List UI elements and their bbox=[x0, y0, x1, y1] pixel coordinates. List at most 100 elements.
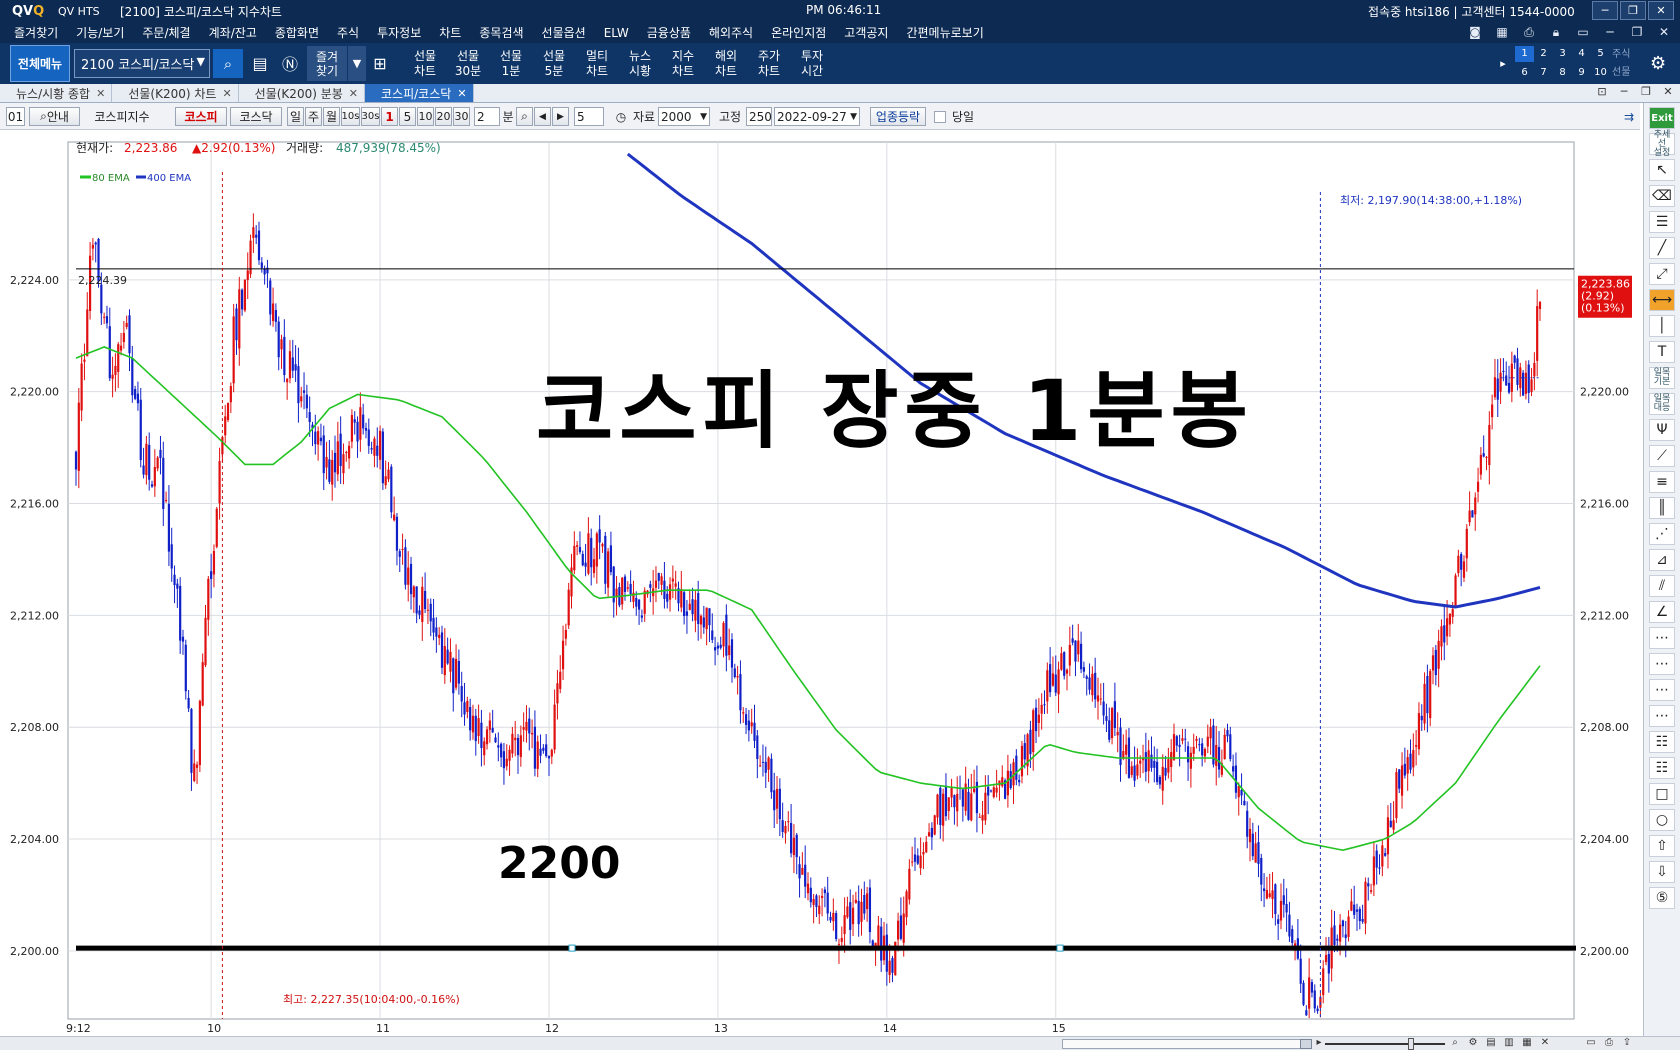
rectangle-icon[interactable]: □ bbox=[1649, 783, 1675, 805]
zoom-knob[interactable] bbox=[1408, 1038, 1414, 1050]
channel-icon[interactable]: ☷ bbox=[1649, 757, 1675, 779]
gear-icon[interactable]: ⚙ bbox=[1650, 53, 1667, 74]
tab-pin-icon[interactable]: ⊡ bbox=[1597, 85, 1607, 98]
angle-icon[interactable]: ∠ bbox=[1649, 601, 1675, 623]
document-icon[interactable]: ▤ bbox=[252, 53, 268, 73]
sub-minimize-icon[interactable]: ─ bbox=[1606, 25, 1614, 39]
period-30min[interactable]: 30 bbox=[453, 107, 470, 126]
custom-period-input[interactable]: 2 bbox=[474, 107, 500, 126]
count-input[interactable]: 5 bbox=[574, 107, 604, 126]
regression-icon[interactable]: ☷ bbox=[1649, 731, 1675, 753]
quick-futures-30min[interactable]: 선물 30분 bbox=[454, 48, 482, 78]
screen-number-10[interactable]: 10 bbox=[1594, 67, 1607, 78]
horizontal-line-icon[interactable]: ⟷ bbox=[1649, 289, 1675, 311]
cycle-d-icon[interactable]: ⋯ bbox=[1649, 679, 1675, 701]
extended-line-icon[interactable]: ⤢ bbox=[1649, 263, 1675, 285]
arrow-down-icon[interactable]: ⇩ bbox=[1649, 861, 1675, 883]
minimize-button[interactable]: ─ bbox=[1592, 1, 1618, 20]
compare-icon[interactable]: ▦ bbox=[1522, 1037, 1532, 1048]
cycle-icon[interactable]: ⋯ bbox=[1649, 627, 1675, 649]
print-icon[interactable]: ⎙ bbox=[1605, 1037, 1613, 1048]
period-compare-icon[interactable]: 일목 대등 bbox=[1649, 393, 1675, 415]
screen-number-3[interactable]: 3 bbox=[1559, 48, 1566, 59]
export-icon[interactable]: ⇪ bbox=[1622, 1037, 1632, 1048]
quick-news[interactable]: 뉴스 시황 bbox=[628, 48, 652, 78]
screen-number-8[interactable]: 8 bbox=[1559, 67, 1566, 78]
search-icon[interactable]: ⌕ bbox=[1452, 1037, 1458, 1048]
screen-icon[interactable]: ▭ bbox=[1577, 25, 1589, 39]
circle-icon[interactable]: ○ bbox=[1649, 809, 1675, 831]
menu-chart[interactable]: 차트 bbox=[439, 26, 462, 40]
symbol-icon[interactable]: ⑤ bbox=[1649, 887, 1675, 909]
favorites-button[interactable]: 즐겨 찾기 bbox=[307, 46, 347, 81]
scroll-thumb[interactable] bbox=[1300, 1039, 1312, 1049]
quick-overseas-chart[interactable]: 해외 차트 bbox=[714, 48, 738, 78]
menu-notice[interactable]: 고객공지 bbox=[844, 26, 889, 40]
tab-news[interactable]: 뉴스/시황 종합 ✕ bbox=[0, 84, 113, 102]
menu-overseas-stock[interactable]: 해외주식 bbox=[708, 26, 754, 40]
parallel-line-icon[interactable]: ⫽ bbox=[1649, 575, 1675, 597]
screen-code-input[interactable]: 2100 코스피/코스닥 ▼ bbox=[74, 49, 210, 78]
period-base-icon[interactable]: 일목 기본 bbox=[1649, 367, 1675, 389]
menu-simple-view[interactable]: 간편메뉴로보기 bbox=[906, 26, 984, 40]
guide-button[interactable]: ⌕ 안내 bbox=[29, 107, 80, 126]
quick-stock-chart[interactable]: 주가 차트 bbox=[757, 48, 781, 78]
menu-financial-products[interactable]: 금융상품 bbox=[646, 26, 691, 40]
close-panel-icon[interactable]: ✕ bbox=[1540, 1037, 1550, 1048]
scroll-right-icon[interactable]: ▸ bbox=[1500, 56, 1506, 70]
indicator-icon[interactable]: ▥ bbox=[1504, 1037, 1514, 1048]
lock-icon[interactable]: 🔒︎ bbox=[1552, 24, 1560, 39]
cursor-icon[interactable]: ↖ bbox=[1649, 159, 1675, 181]
period-1min[interactable]: 1 bbox=[381, 107, 398, 126]
cycle-r-icon[interactable]: ⋯ bbox=[1649, 653, 1675, 675]
period-month[interactable]: 월 bbox=[323, 107, 340, 126]
menu-account[interactable]: 계좌/잔고 bbox=[208, 26, 257, 40]
menu-order[interactable]: 주문/체결 bbox=[142, 26, 191, 40]
period-5min[interactable]: 5 bbox=[399, 107, 416, 126]
data-count-select[interactable]: 2000 ▼ bbox=[658, 107, 710, 126]
screen-number-4[interactable]: 4 bbox=[1578, 48, 1585, 59]
period-week[interactable]: 주 bbox=[305, 107, 322, 126]
menu-overview[interactable]: 종합화면 bbox=[274, 26, 319, 40]
market-futures[interactable]: 선물 bbox=[1612, 67, 1631, 78]
camera-icon[interactable]: ◙ bbox=[1469, 25, 1481, 39]
news-icon[interactable]: Ⓝ bbox=[281, 55, 298, 74]
sub-restore-icon[interactable]: ❐ bbox=[1631, 25, 1643, 39]
kospi-button[interactable]: 코스피 bbox=[175, 107, 227, 126]
date-select[interactable]: 2022-09-27 ▼ bbox=[774, 107, 860, 126]
calculator-icon[interactable]: ▦ bbox=[1496, 25, 1508, 39]
tab-futures-minute[interactable]: 선물(K200) 분봉 ✕ bbox=[239, 84, 366, 102]
quick-index-chart[interactable]: 지수 차트 bbox=[671, 48, 695, 78]
screen-no-input[interactable]: 01 bbox=[6, 107, 25, 126]
maximize-button[interactable]: ❐ bbox=[1620, 1, 1646, 20]
time-zone-icon[interactable]: ║ bbox=[1649, 497, 1675, 519]
market-stock[interactable]: 주식 bbox=[1612, 49, 1631, 60]
chart-type-icon[interactable]: ▤ bbox=[1486, 1037, 1496, 1048]
chevron-down-icon[interactable]: ▼ bbox=[700, 111, 707, 122]
quick-futures-chart[interactable]: 선물 차트 bbox=[413, 48, 437, 78]
chevron-down-icon[interactable]: ▼ bbox=[196, 55, 205, 68]
menu-futures-options[interactable]: 선물옵션 bbox=[541, 26, 586, 40]
print-icon[interactable]: ⎙ bbox=[1524, 24, 1534, 39]
menu-stock[interactable]: 주식 bbox=[337, 26, 360, 40]
vertical-line-icon[interactable]: │ bbox=[1649, 315, 1675, 337]
arrow-up-icon[interactable]: ⇧ bbox=[1649, 835, 1675, 857]
screen-number-1[interactable]: 1 bbox=[1515, 46, 1534, 62]
tab-kospi-kosdaq[interactable]: 코스피/코스닥 ✕ bbox=[365, 84, 474, 102]
screen-number-7[interactable]: 7 bbox=[1540, 67, 1547, 78]
menu-stock-search[interactable]: 종목검색 bbox=[479, 26, 524, 40]
close-button[interactable]: ✕ bbox=[1648, 1, 1674, 20]
clock-icon[interactable]: ◷ bbox=[615, 109, 627, 124]
period-day[interactable]: 일 bbox=[287, 107, 304, 126]
menu-invest-info[interactable]: 투자정보 bbox=[377, 26, 422, 40]
period-20min[interactable]: 20 bbox=[435, 107, 452, 126]
chevron-down-icon[interactable]: ▼ bbox=[850, 111, 857, 122]
close-icon[interactable]: ✕ bbox=[96, 86, 106, 100]
sector-change-button[interactable]: 업종등락 bbox=[870, 107, 926, 126]
kosdaq-button[interactable]: 코스닥 bbox=[230, 107, 282, 126]
zoom-icon[interactable]: ⌕ bbox=[516, 107, 533, 126]
tab-restore-icon[interactable]: ❐ bbox=[1641, 85, 1651, 98]
quick-futures-1min[interactable]: 선물 1분 bbox=[499, 48, 523, 78]
kospi-minute-chart[interactable]: 2,200.00 2,204.00 2,208.00 2,212.00 2,216.00… bbox=[0, 130, 1640, 1036]
trendline-icon[interactable]: ╱ bbox=[1649, 237, 1675, 259]
